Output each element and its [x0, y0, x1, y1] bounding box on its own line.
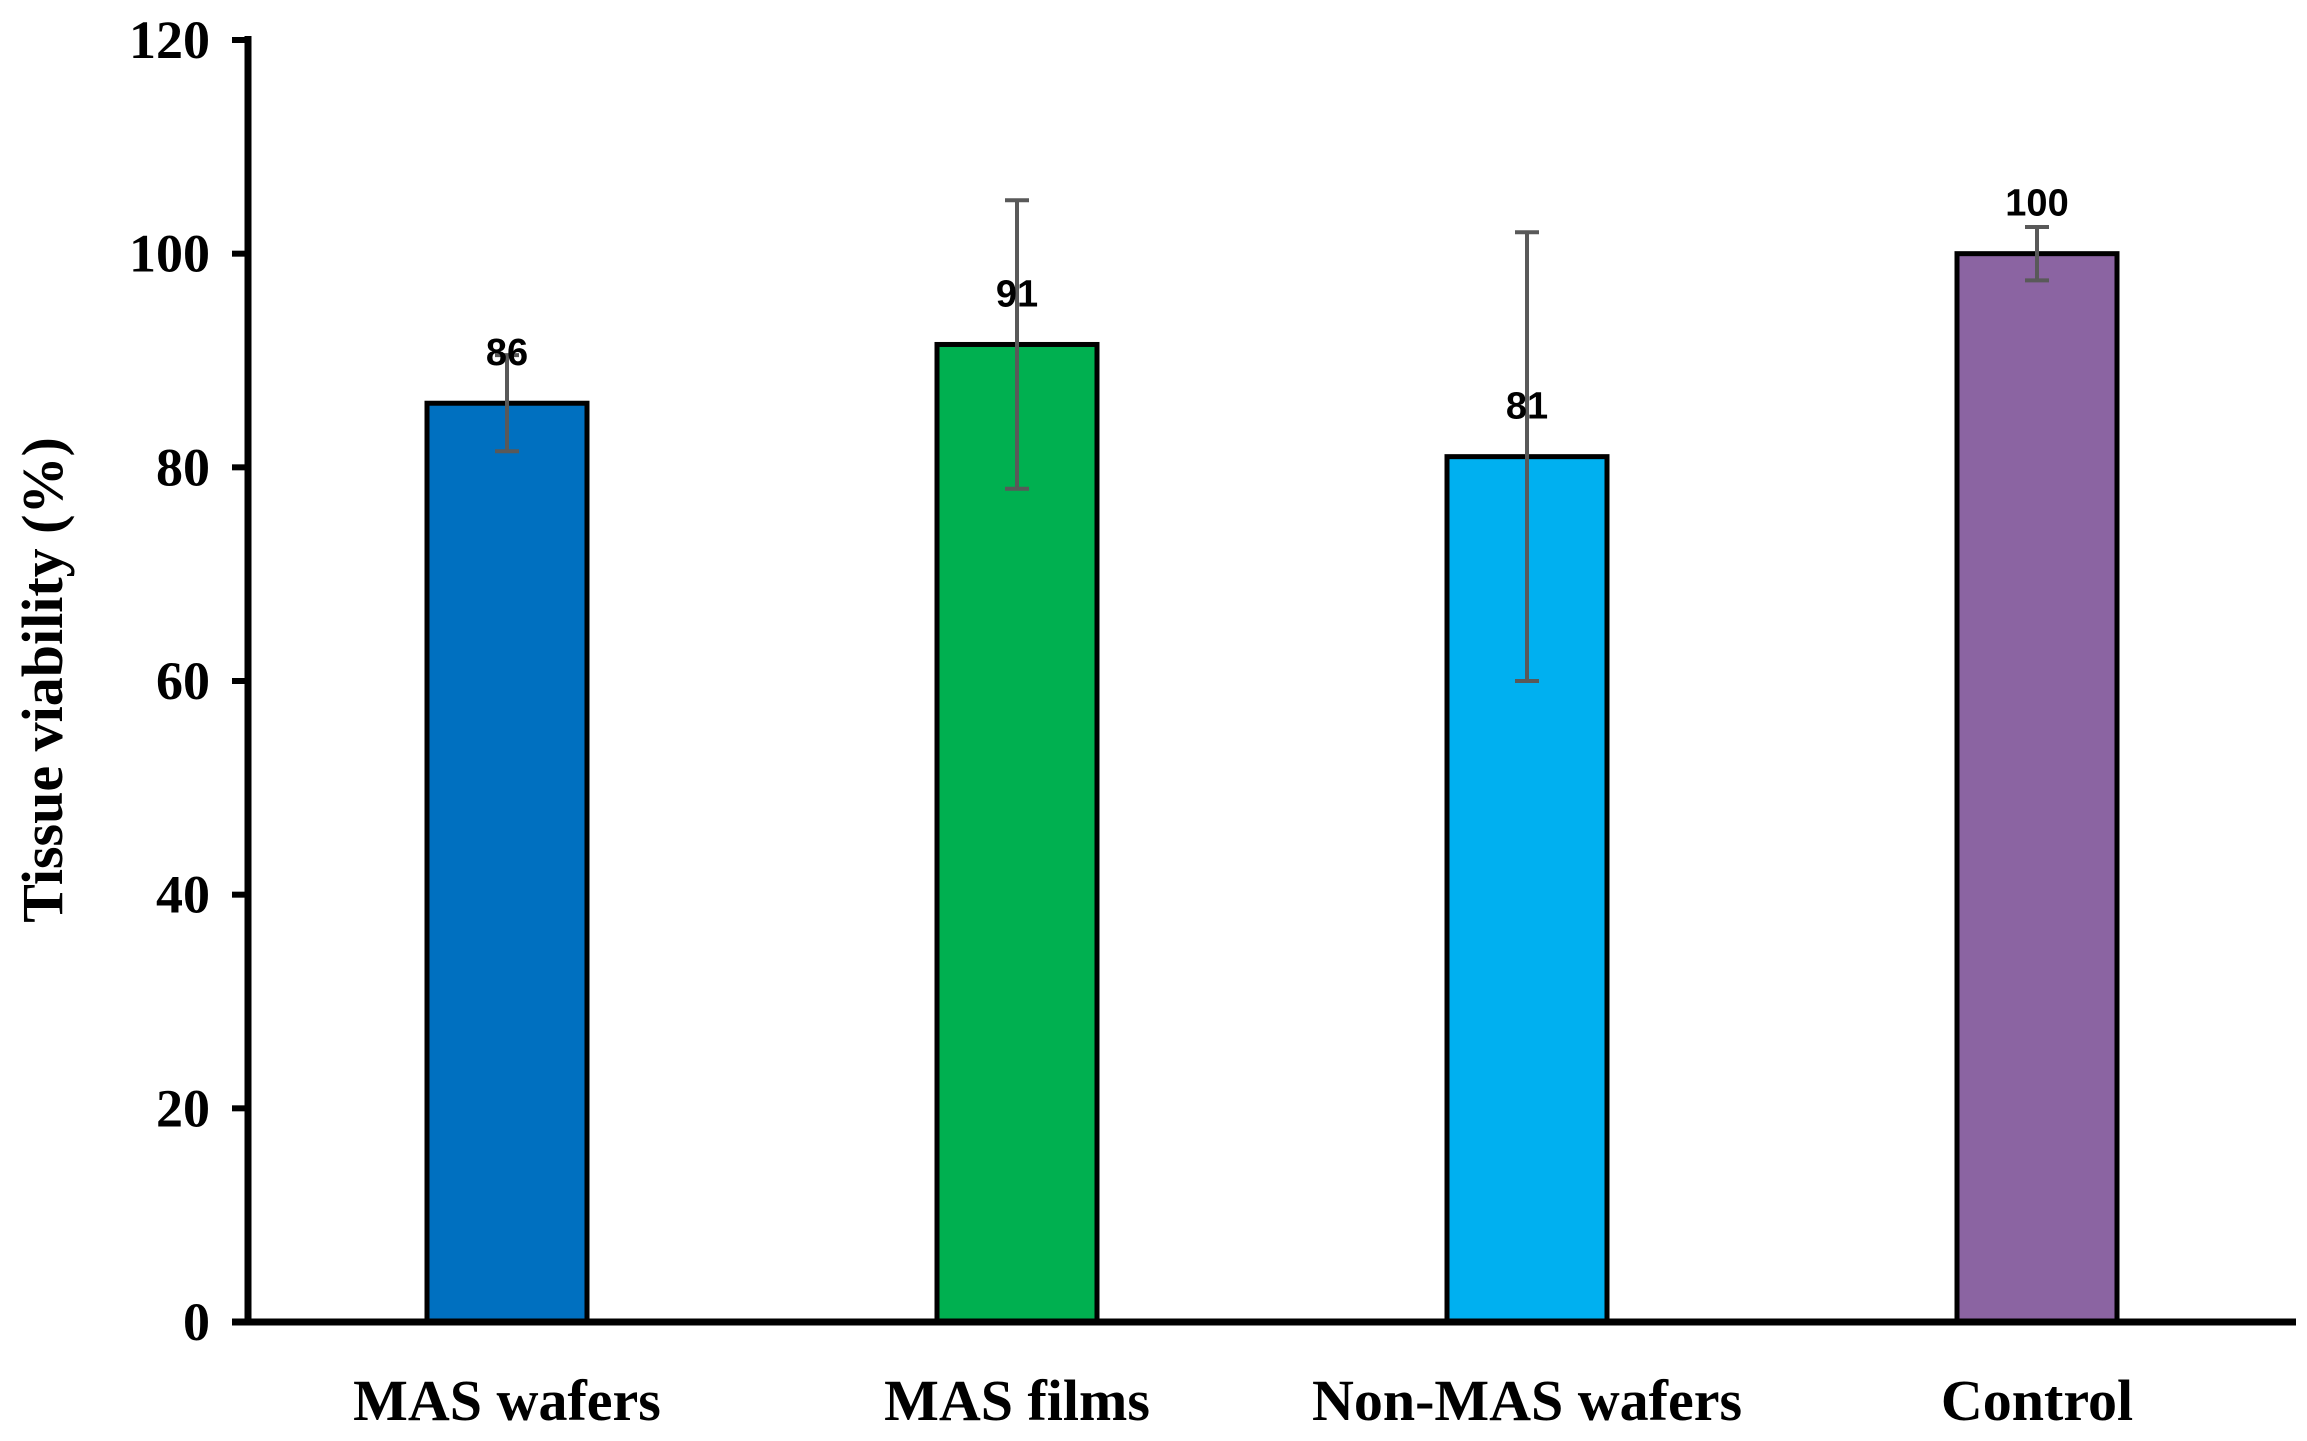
error-bar-2	[1515, 230, 1539, 683]
bar-1	[934, 341, 1100, 1325]
bar-3	[1954, 251, 2120, 1325]
x-category-label-3: Control	[1941, 1368, 2133, 1433]
data-label-1: 91	[996, 273, 1038, 315]
bar-0	[424, 400, 590, 1325]
x-category-label-1: MAS films	[884, 1368, 1150, 1433]
y-tick-label-0: 0	[183, 1292, 210, 1352]
bars-layer	[424, 251, 2120, 1325]
y-tick-label-40: 40	[156, 865, 210, 925]
error-bar-3	[2025, 224, 2049, 283]
error-bar-1	[1005, 198, 1029, 491]
error-bars-layer	[495, 198, 2049, 683]
y-tick-label-60: 60	[156, 651, 210, 711]
y-tick-label-100: 100	[129, 224, 210, 284]
data-label-3: 100	[2005, 183, 2068, 225]
y-tick-label-20: 20	[156, 1078, 210, 1138]
y-tick-label-80: 80	[156, 437, 210, 497]
labels-layer: 0 20 40 60 80 100 120 MAS wafers MAS films Non-MA…	[129, 10, 2133, 1433]
error-bar-0	[495, 353, 519, 454]
y-tick-label-120: 120	[129, 10, 210, 70]
axes-layer	[232, 36, 2296, 1326]
data-label-2: 81	[1506, 386, 1548, 428]
data-label-0: 86	[486, 332, 528, 374]
x-category-label-2: Non-MAS wafers	[1312, 1368, 1742, 1433]
y-axis-title: Tissue viability (%)	[10, 437, 75, 923]
x-category-label-0: MAS wafers	[353, 1368, 661, 1433]
